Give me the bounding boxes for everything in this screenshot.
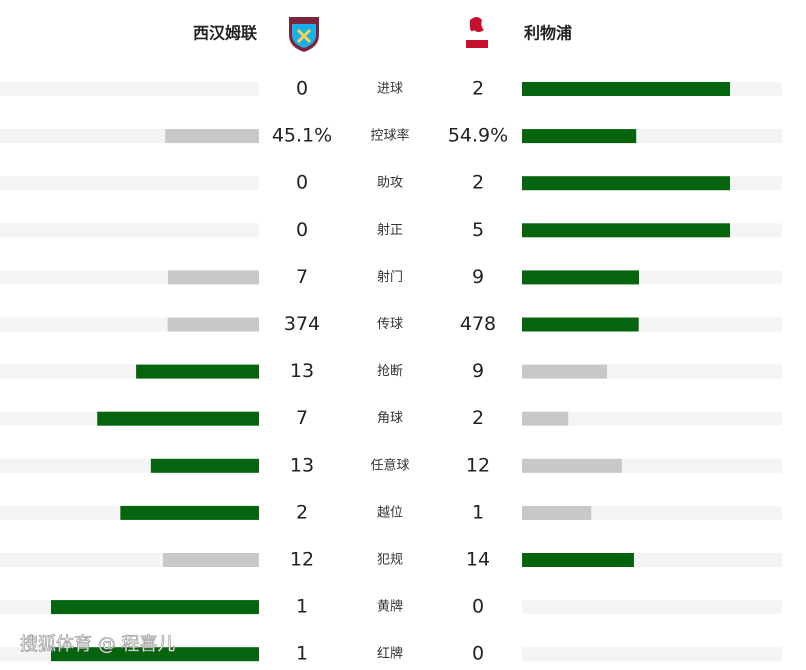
away-logo — [466, 17, 488, 48]
away-bar — [522, 129, 637, 144]
home-track — [0, 223, 259, 238]
away-value: 1 — [472, 501, 484, 523]
away-value: 2 — [472, 407, 484, 429]
home-bar — [168, 270, 259, 285]
stat-label: 黄牌 — [377, 599, 403, 615]
watermark: 搜狐体育 @ 程喜儿 — [20, 634, 175, 655]
away-value: 12 — [466, 454, 490, 476]
home-value: 2 — [296, 501, 308, 523]
away-bar — [522, 458, 622, 473]
home-bar — [51, 647, 259, 662]
away-value: 54.9% — [448, 125, 508, 147]
home-bar — [51, 600, 259, 615]
home-bar — [165, 129, 259, 144]
home-value: 12 — [290, 549, 314, 571]
home-value: 0 — [296, 78, 308, 100]
away-bar — [522, 553, 634, 567]
stat-label: 抢断 — [377, 363, 403, 379]
away-bar — [522, 223, 730, 238]
home-value: 13 — [290, 454, 314, 476]
home-track — [0, 82, 259, 96]
stat-label: 射正 — [377, 222, 403, 238]
stat-label: 犯规 — [377, 553, 403, 568]
home-value: 1 — [296, 643, 308, 665]
home-bar — [136, 364, 259, 379]
stat-label: 射门 — [377, 269, 403, 285]
away-bar — [522, 176, 730, 191]
home-value: 0 — [296, 219, 308, 241]
stat-label: 越位 — [377, 505, 403, 520]
home-value: 13 — [290, 360, 314, 382]
away-track — [522, 647, 782, 662]
stat-label: 助攻 — [377, 176, 403, 191]
away-bar — [522, 270, 639, 285]
stat-label: 任意球 — [370, 457, 409, 473]
away-bar — [522, 411, 569, 426]
home-value: 374 — [284, 313, 320, 335]
home-bar — [150, 458, 259, 473]
home-team: 西汉姆联 — [193, 24, 257, 43]
stat-label: 红牌 — [377, 646, 403, 662]
away-value: 0 — [472, 596, 484, 618]
stat-label: 角球 — [377, 411, 403, 426]
home-logo — [289, 17, 319, 52]
home-value: 1 — [296, 596, 308, 618]
away-bar — [522, 82, 730, 96]
away-value: 5 — [472, 219, 484, 241]
away-track — [522, 411, 782, 426]
home-bar — [167, 317, 259, 332]
away-track — [522, 600, 782, 615]
home-bar — [120, 505, 259, 520]
away-value: 14 — [466, 549, 490, 571]
away-value: 9 — [472, 266, 484, 288]
home-track — [0, 176, 259, 191]
away-value: 478 — [460, 313, 496, 335]
stat-label: 传球 — [377, 317, 403, 332]
home-bar — [163, 553, 259, 567]
stat-label: 控球率 — [370, 128, 409, 144]
away-value: 2 — [472, 172, 484, 194]
away-bar — [522, 364, 608, 379]
away-value: 9 — [472, 360, 484, 382]
home-value: 45.1% — [272, 125, 332, 147]
home-bar — [97, 411, 259, 426]
stat-label: 进球 — [377, 82, 403, 97]
home-value: 7 — [296, 407, 308, 429]
home-value: 0 — [296, 172, 308, 194]
away-bar — [522, 505, 592, 520]
away-value: 2 — [472, 78, 484, 100]
away-bar — [522, 317, 639, 332]
away-team: 利物浦 — [524, 24, 572, 43]
away-value: 0 — [472, 643, 484, 665]
home-value: 7 — [296, 266, 308, 288]
